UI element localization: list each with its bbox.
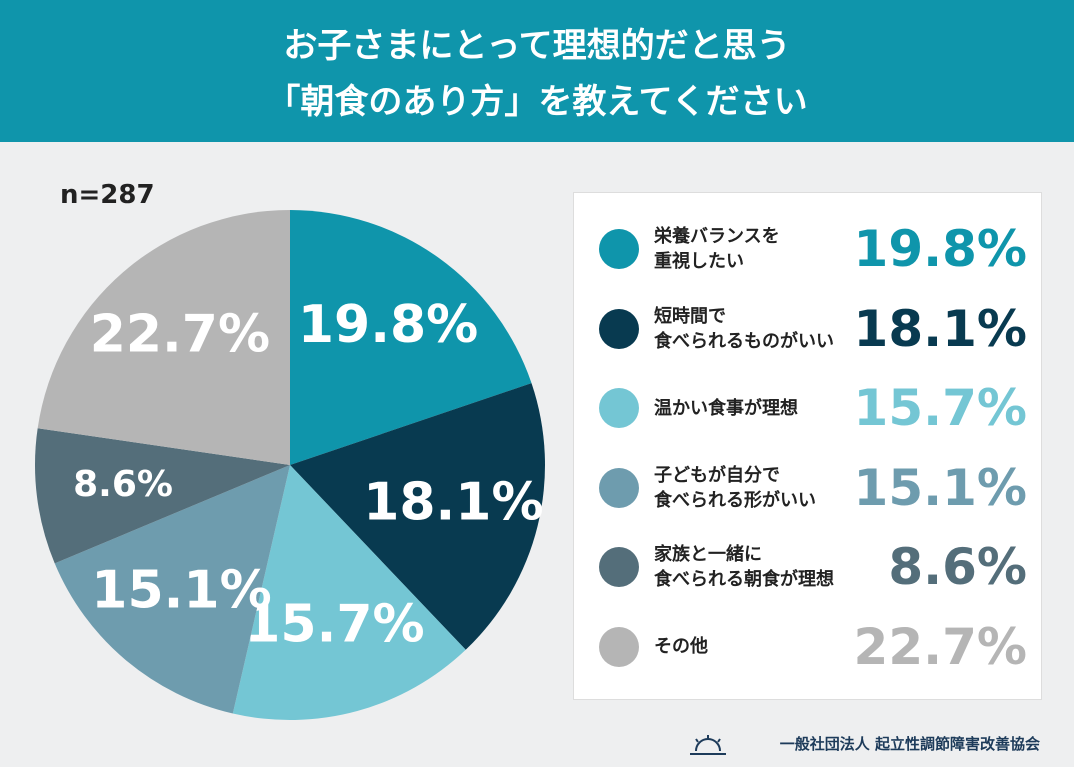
legend-label: 家族と一緒に 食べられる朝食が理想 [654,544,834,590]
legend-swatch [599,388,639,428]
legend: 栄養バランスを 重視したい 19.8% 短時間で 食べられるものがいい 18.1% 温か… [573,192,1042,700]
chart-title: お子さまにとって理想的だと思う 「朝食のあり方」を教えてください [266,26,808,122]
slice-label: 18.1% [363,472,543,532]
slice-label: 15.7% [244,594,424,654]
legend-value: 8.6% [888,538,1027,596]
legend-label: 栄養バランスを 重視したい [654,226,780,272]
legend-swatch [599,308,639,349]
legend-value: 15.1% [853,458,1027,517]
legend-label: その他 [654,636,708,657]
legend-value: 22.7% [853,617,1027,676]
source: 一般社団法人 起立性調節障害改善協会 [779,735,1040,753]
pie-slice [232,465,466,720]
slice-label: 22.7% [90,305,270,365]
slice-label: 19.8% [298,295,478,355]
banner [0,0,1074,142]
legend-item: 短時間で 食べられるものがいい 18.1% [574,294,1043,364]
legend-item: 家族と一緒に 食べられる朝食が理想 8.6% [574,532,1043,602]
legend-item: 子どもが自分で 食べられる形がいい 15.1% [574,453,1043,523]
legend-item: 栄養バランスを 重視したい 19.8% [574,214,1043,284]
pie-slice [37,210,291,465]
legend-swatch [599,229,639,269]
pie-slice [54,465,291,714]
sample-size: n=287 [60,180,155,210]
slice-label: 8.6% [73,464,173,505]
legend-value: 19.8% [853,220,1027,278]
slice-label: 15.1% [91,561,271,621]
legend-value: 18.1% [853,299,1027,358]
pie-slice [290,383,546,650]
legend-label: 短時間で 食べられるものがいい [654,305,834,352]
legend-swatch [599,547,639,587]
legend-item: その他 22.7% [574,612,1043,682]
legend-label: 子どもが自分で 食べられる形がいい [654,464,816,511]
legend-item: 温かい食事が理想 15.7% [574,373,1043,443]
legend-swatch [599,467,639,508]
logo-icon [690,735,726,755]
legend-value: 15.7% [853,379,1027,437]
pie-slice [34,428,290,564]
pie-slice [290,210,532,465]
legend-swatch [599,626,639,667]
legend-label: 温かい食事が理想 [654,397,798,419]
